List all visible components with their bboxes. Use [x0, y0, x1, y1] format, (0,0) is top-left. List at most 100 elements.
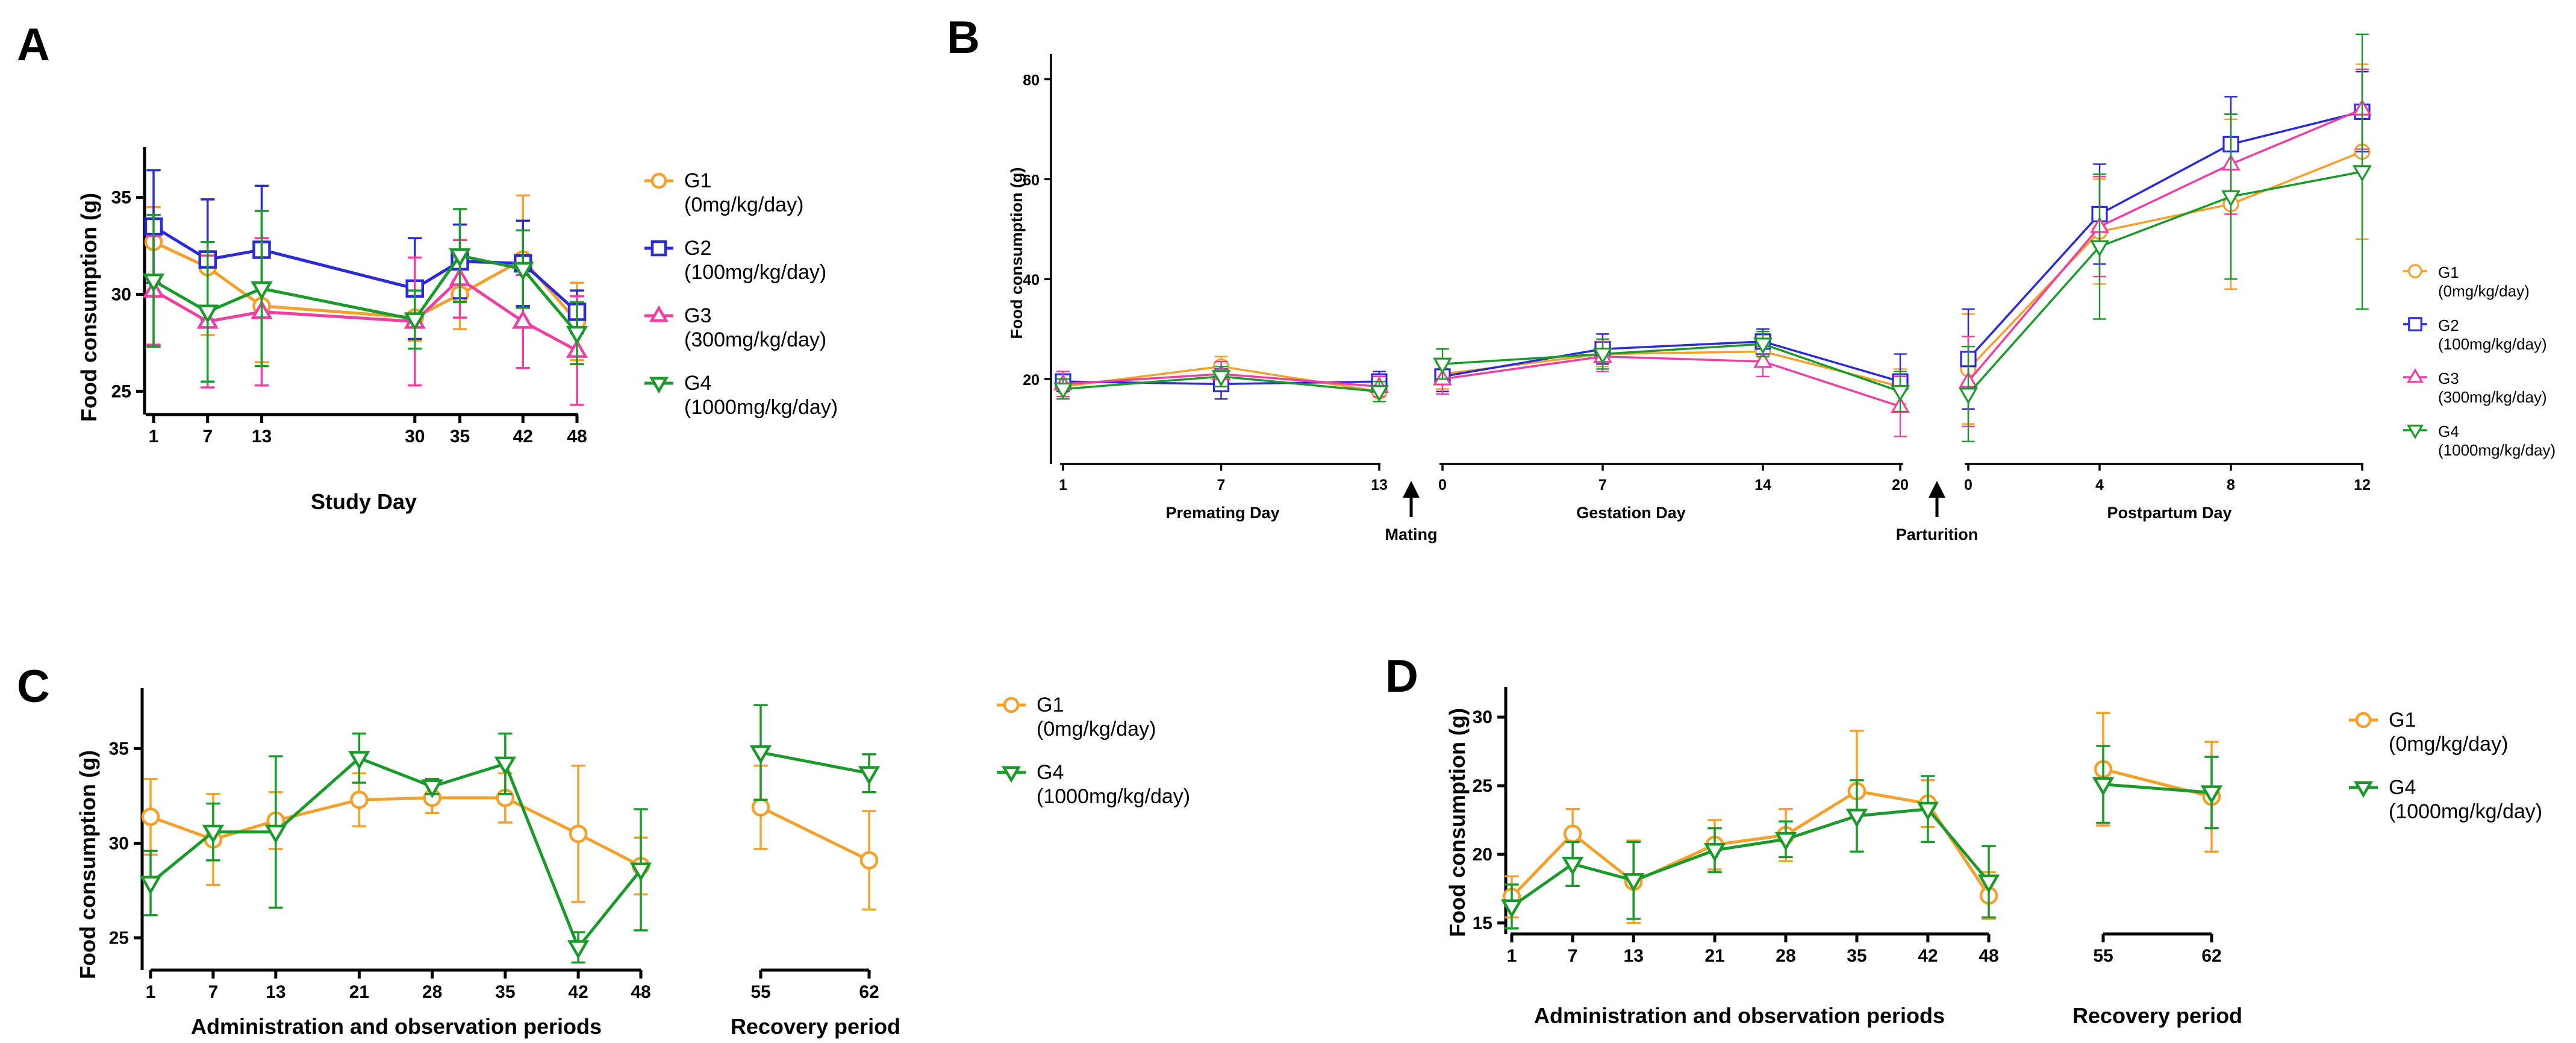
panel-d-xtick-label-0-4: 28 — [1776, 946, 1795, 966]
panel-a-point-G4-0-3 — [404, 312, 426, 331]
panel-d-legend-dose-G4: (1000mg/kg/day) — [2389, 800, 2542, 823]
panel-letter-a: A — [17, 19, 50, 70]
panel-d-line-G4-0 — [1511, 807, 1990, 908]
panel-b-point-G4-0-0 — [1053, 383, 1073, 399]
panel-d-legend-dose-G1: (0mg/kg/day) — [2389, 733, 2508, 756]
panel-a-legend-label-G2: G2 — [684, 237, 711, 260]
panel-d-xtick-label-0-3: 21 — [1704, 946, 1724, 966]
panel-a-ylabel: Food consumption (g) — [76, 193, 101, 422]
panel-b-legend-dose-G1: (0mg/kg/day) — [2438, 282, 2530, 300]
panel-b-series-G4-1 — [1433, 331, 1910, 413]
panel-c-point-G1-0-0 — [141, 807, 160, 826]
panel-a-point-G3-0-5 — [512, 310, 534, 329]
panel-b-legend-marker-G4 — [2407, 424, 2424, 439]
panel-c-legend-dose-G4: (1000mg/kg/day) — [1037, 785, 1190, 808]
panel-b-line-G4-1 — [1442, 343, 1901, 393]
panel-d-admin-label: Administration and observation periods — [1534, 1003, 1945, 1028]
panel-d-ytick-label-25: 25 — [1473, 776, 1492, 796]
panel-a-legend-marker-G2 — [650, 240, 667, 257]
panel-a-xtick-label-0-3: 30 — [405, 427, 425, 446]
panel-c-admin-label: Administration and observation periods — [191, 1014, 602, 1039]
panel-b-mating-arrow — [1403, 481, 1420, 517]
panel-d-xtick-label-0-5: 35 — [1847, 946, 1867, 966]
panel-a-legend-marker-G3 — [649, 305, 669, 322]
panel-b-line-G2-2 — [1967, 110, 2363, 360]
panel-a-xtick-label-0-1: 7 — [202, 427, 213, 446]
panel-b-parturition-annotation: Parturition — [1896, 525, 1979, 543]
panel-c-point-G1-1-1 — [859, 851, 879, 870]
panel-c-ylabel: Food consumption (g) — [75, 750, 100, 979]
panel-a-series-G4-0 — [142, 208, 588, 383]
panel-a-ytick-label-35: 35 — [111, 188, 131, 208]
panel-d-xtick-label-0-1: 7 — [1568, 946, 1578, 966]
panel-b-ytick-label-80: 80 — [1023, 72, 1040, 89]
panel-b-legend-marker-G2 — [2408, 317, 2422, 331]
panel-d-legend-marker-G1 — [2355, 712, 2372, 728]
panel-a-xtick-label-0-0: 1 — [149, 427, 159, 446]
panel-c-point-G1-1-0 — [751, 798, 770, 817]
panel-a-point-G4-0-2 — [251, 281, 273, 301]
panel-b-xtick-label-2-0: 0 — [1964, 477, 1973, 493]
panel-a-legend-dose-G1: (0mg/kg/day) — [684, 193, 803, 216]
panel-b-point-G4-1-0 — [1433, 357, 1452, 375]
panel-d-recovery-label: Recovery period — [2072, 1003, 2242, 1028]
panel-c-point-G4-0-1 — [202, 824, 225, 844]
panel-c-xtick-label-0-7: 48 — [631, 982, 650, 1002]
panel-a-point-G4-0-0 — [142, 274, 165, 293]
panel-c-legend-marker-G1 — [1003, 697, 1020, 713]
panel-d-xtick-label-1-1: 62 — [2201, 946, 2221, 966]
panel-a-point-G4-0-4 — [449, 248, 471, 268]
panel-c-line-G1-0 — [150, 796, 642, 868]
panel-b-xtick-label-1-1: 7 — [1598, 477, 1607, 493]
panel-d-series-G4-1 — [2092, 745, 2223, 830]
panel-a-legend-label-G3: G3 — [684, 304, 711, 327]
panel-a-legend: G1(0mg/kg/day) G2(100mg/kg/day) G3(300mg/k… — [644, 169, 838, 419]
panel-c-legend-marker-G4 — [1001, 766, 1021, 783]
panel-a-ytick-label-30: 30 — [111, 285, 131, 305]
panel-b-point-G4-2-1 — [2090, 240, 2109, 257]
panel-b-point-G4-1-1 — [1593, 347, 1612, 365]
panel-b-point-G4-0-2 — [1370, 385, 1389, 402]
panel-d-xtick-label-0-2: 13 — [1624, 946, 1644, 966]
panel-b-xtick-label-1-2: 14 — [1754, 477, 1771, 493]
panel-b-ytick-label-60: 60 — [1023, 172, 1040, 189]
panel-d-xtick-label-1-0: 55 — [2093, 946, 2113, 966]
panel-d-point-G4-0-7 — [1977, 874, 2000, 894]
panel-c-ytick-label-25: 25 — [109, 929, 129, 948]
panel-a-legend-dose-G4: (1000mg/kg/day) — [684, 396, 838, 419]
panel-c-xtick-label-0-0: 1 — [146, 982, 156, 1002]
panel-c-point-G4-0-2 — [264, 824, 287, 844]
panel-a-xtick-label-0-5: 42 — [513, 427, 533, 446]
panel-b-xtick-label-0-0: 1 — [1059, 477, 1067, 493]
panel-b-line-G4-2 — [1967, 171, 2363, 395]
panel-b-xtick-label-2-2: 8 — [2227, 477, 2235, 493]
panel-b-xtick-label-0-1: 7 — [1217, 477, 1226, 493]
panel-b-line-G1-2 — [1967, 151, 2363, 370]
panel-b-line-G3-2 — [1967, 108, 2363, 383]
panel-b-ylabel: Food consumption (g) — [1008, 168, 1026, 339]
panel-d-point-G4-0-6 — [1916, 801, 1939, 821]
panel-c-point-G4-0-6 — [567, 940, 590, 959]
panel-c-xtick-label-0-3: 21 — [349, 982, 369, 1002]
panel-d-legend-label-G4: G4 — [2389, 776, 2416, 799]
panel-c-xtick-label-1-1: 62 — [859, 982, 879, 1002]
panel-b-point-G4-1-3 — [1891, 385, 1910, 402]
panel-d-legend: G1(0mg/kg/day) G4(1000mg/kg/day) — [2349, 709, 2542, 823]
panel-c-xtick-label-1-0: 55 — [750, 982, 770, 1002]
panel-b-legend-dose-G4: (1000mg/kg/day) — [2438, 441, 2556, 459]
panel-b-point-G4-2-2 — [2221, 190, 2241, 207]
panel-b-legend-label-G1: G1 — [2438, 263, 2459, 281]
panel-b-series-G4-0 — [1053, 366, 1389, 402]
panel-a-chart: 25 30 35 1 7 13 30 35 42 48 G1(0mg/kg/day) G2(100mg… — [111, 147, 838, 446]
panel-c-series-G4-0 — [139, 732, 652, 964]
panel-c-point-G4-0-5 — [494, 756, 517, 776]
panel-d-point-G4-0-0 — [1500, 899, 1523, 918]
panel-c-point-G4-1-0 — [749, 745, 772, 765]
panel-d-legend-marker-G4 — [2353, 781, 2374, 798]
panel-d-ylabel: Food consumption (g) — [1445, 708, 1470, 937]
panel-d-xtick-label-0-7: 48 — [1979, 946, 1998, 966]
panel-b-legend-marker-G3 — [2407, 368, 2424, 383]
panel-b-line-G1-1 — [1442, 350, 1901, 388]
